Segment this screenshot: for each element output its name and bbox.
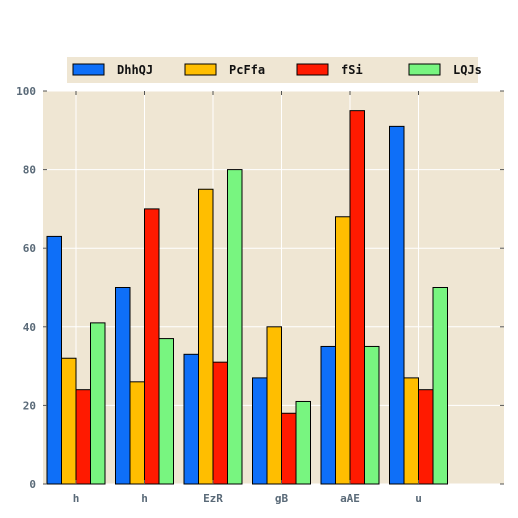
bar-fSi-2 [212,361,228,485]
y-tick-label: 80 [23,164,36,177]
bar-fSi-5 [418,389,434,485]
legend-swatch-LQJs [408,63,441,76]
legend-label-fSi: fSi [341,63,363,77]
y-tick-label: 100 [16,85,36,98]
legend-label-LQJs: LQJs [453,63,482,77]
x-tick-label: h [141,492,148,505]
x-tick-label: gB [275,492,289,505]
bar-fSi-0 [75,389,91,485]
bar-DhhQJ-2 [183,353,199,485]
bar-DhhQJ-4 [320,345,336,485]
bar-LQJs-4 [364,345,380,485]
legend: DhhQJ PcFfa fSi LQJs [67,57,482,83]
y-tick-label: 60 [23,242,36,255]
y-tick-label: 0 [29,478,36,491]
legend-swatch-PcFfa [184,63,217,76]
bar-DhhQJ-1 [115,287,131,485]
bar-LQJs-3 [295,400,311,485]
bar-LQJs-5 [432,287,448,485]
bar-LQJs-1 [158,338,174,485]
bar-DhhQJ-0 [46,235,62,485]
y-tick-label: 40 [23,321,36,334]
x-tick-label: aAE [340,492,360,505]
bars [46,110,448,485]
bar-fSi-3 [281,412,297,485]
bar-fSi-1 [144,208,160,485]
x-tick-label: h [73,492,80,505]
bar-DhhQJ-5 [389,125,405,485]
bar-LQJs-2 [227,169,243,485]
x-axis-ticks: h h EzR gB aAE u [73,91,422,505]
bar-PcFfa-2 [198,188,214,485]
bar-PcFfa-4 [335,216,351,485]
x-tick-label: EzR [203,492,223,505]
bar-DhhQJ-3 [252,377,268,485]
legend-swatch-fSi [296,63,329,76]
bar-LQJs-0 [90,322,106,485]
y-tick-label: 20 [23,399,36,412]
legend-label-DhhQJ: DhhQJ [117,63,153,77]
bar-fSi-4 [349,110,365,485]
legend-label-PcFfa: PcFfa [229,63,265,77]
x-tick-label: u [415,492,422,505]
bar-PcFfa-0 [61,357,77,485]
bar-PcFfa-3 [266,326,282,485]
y-axis-ticks: 0 20 40 60 80 100 [16,85,504,491]
legend-swatch-DhhQJ [72,63,105,76]
bar-PcFfa-1 [129,381,145,485]
bar-PcFfa-5 [403,377,419,485]
